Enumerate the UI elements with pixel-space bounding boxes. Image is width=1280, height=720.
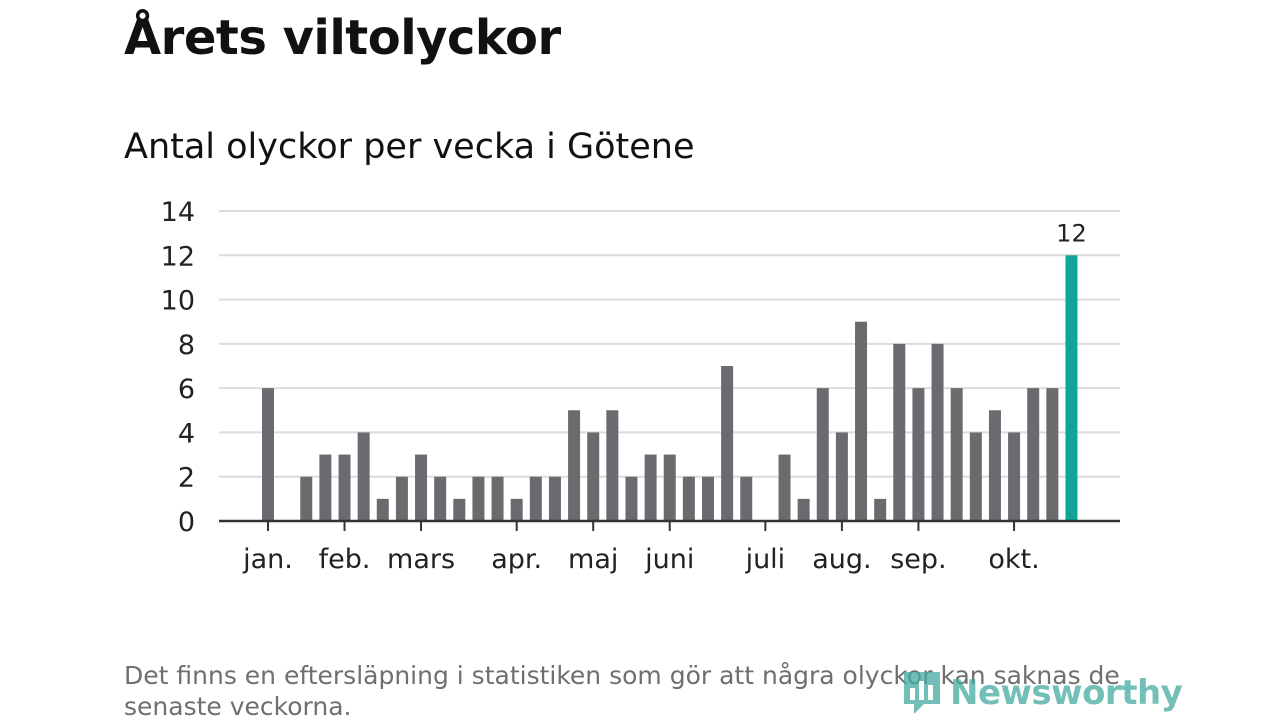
bar-week-6 [357, 432, 370, 521]
x-tick-label: feb. [319, 544, 371, 575]
bar-week-31 [835, 432, 848, 521]
bars [262, 255, 1078, 522]
annotations: 12 [1056, 219, 1087, 247]
bar-week-23 [682, 476, 695, 521]
bar-week-25 [721, 366, 734, 521]
y-tick-label: 2 [178, 463, 195, 494]
y-tick-label: 6 [178, 374, 195, 405]
y-axis-labels: 0 2 4 6 8 10 12 14 [161, 197, 195, 538]
x-tick-label: maj [568, 544, 618, 575]
x-tick-label: apr. [491, 544, 542, 575]
bar-highlight [1065, 255, 1078, 522]
bar-week-28 [778, 454, 791, 521]
bar-week-9 [415, 454, 428, 521]
grid-lines [219, 210, 1120, 478]
highlight-value-label: 12 [1056, 219, 1087, 247]
x-tick-label: jan. [242, 544, 293, 575]
bar-week-21 [644, 454, 657, 521]
y-tick-label: 10 [161, 286, 195, 317]
x-axis [219, 519, 1120, 531]
bar-week-36 [931, 343, 944, 521]
bar-week-22 [663, 454, 676, 521]
bar-chart: 0 2 4 6 8 10 12 14 jan. feb. mars apr. maj juni juli a… [161, 197, 1120, 575]
bar-week-12 [472, 476, 485, 521]
bar-week-26 [740, 476, 753, 521]
bar-week-41 [1027, 388, 1040, 521]
bar-week-14 [510, 498, 523, 521]
bar-week-42 [1046, 388, 1059, 521]
bar-week-19 [606, 410, 619, 521]
bar-week-37 [950, 388, 963, 521]
bar-week-34 [893, 343, 906, 521]
x-tick-label: mars [387, 544, 455, 575]
chart-subtitle: Antal olyckor per vecka i Götene [124, 127, 695, 167]
bar-week-11 [453, 498, 466, 521]
bar-week-20 [625, 476, 638, 521]
page-title: Årets viltolyckor [124, 10, 561, 66]
x-tick-label: juli [745, 544, 786, 575]
x-axis-labels: jan. feb. mars apr. maj juni juli aug. sep. okt. [242, 544, 1040, 575]
bar-week-33 [874, 498, 887, 521]
footnote: Det finns en eftersläpning i statistiken… [124, 661, 1120, 720]
bar-week-16 [548, 476, 561, 521]
y-tick-label: 12 [161, 241, 195, 272]
y-tick-label: 0 [178, 507, 195, 538]
bar-week-38 [969, 432, 982, 521]
bar-week-1 [262, 388, 274, 521]
bar-week-10 [434, 476, 447, 521]
brand-name: Newsworthy [950, 673, 1183, 713]
x-tick-label: sep. [890, 544, 946, 575]
newsworthy-logo: Newsworthy [900, 668, 1183, 718]
x-tick-label: aug. [812, 544, 871, 575]
bar-week-35 [912, 388, 925, 521]
bar-week-40 [1008, 432, 1021, 521]
newsworthy-logo-icon [904, 672, 940, 714]
bar-week-5 [338, 454, 351, 521]
bar-week-30 [816, 388, 829, 521]
bar-week-39 [988, 410, 1001, 521]
y-tick-label: 4 [178, 418, 195, 449]
y-tick-label: 14 [161, 197, 195, 228]
bar-week-13 [491, 476, 504, 521]
bar-week-18 [587, 432, 600, 521]
x-tick-label: okt. [988, 544, 1039, 575]
bar-week-32 [855, 321, 868, 521]
bar-week-3 [300, 476, 313, 521]
bar-week-7 [376, 498, 389, 521]
bar-week-17 [568, 410, 581, 521]
bar-week-24 [701, 476, 714, 521]
x-tick-label: juni [644, 544, 694, 575]
bar-week-8 [395, 476, 408, 521]
bar-week-29 [797, 498, 810, 521]
bar-week-4 [319, 454, 332, 521]
bar-week-15 [529, 476, 542, 521]
y-tick-label: 8 [178, 330, 195, 361]
